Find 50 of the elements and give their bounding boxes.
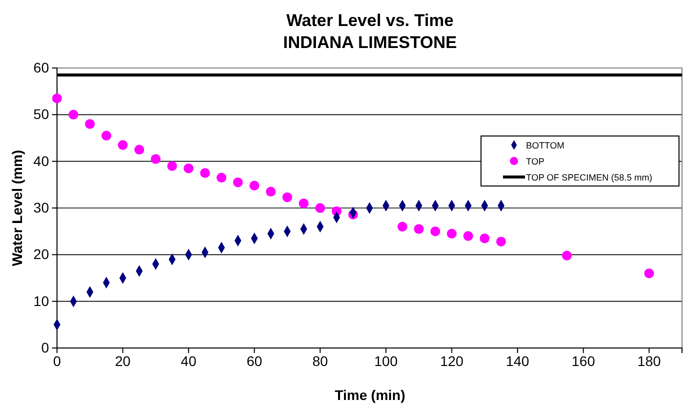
y-tick-label: 10 bbox=[33, 292, 50, 309]
point bbox=[414, 224, 424, 234]
x-tick-label: 180 bbox=[637, 352, 661, 369]
chart-subtitle: INDIANA LIMESTONE bbox=[283, 33, 457, 52]
point bbox=[480, 233, 490, 244]
x-tick-label: 160 bbox=[572, 352, 596, 369]
y-tick-label: 0 bbox=[41, 339, 50, 356]
x-tick-label: 80 bbox=[312, 352, 328, 369]
point bbox=[398, 222, 408, 232]
x-tick-label: 40 bbox=[180, 352, 197, 369]
point bbox=[282, 192, 292, 202]
point bbox=[134, 144, 144, 155]
x-tick-label: 20 bbox=[115, 352, 131, 369]
x-tick-label: 60 bbox=[246, 352, 262, 369]
point bbox=[315, 203, 326, 213]
y-tick-label: 40 bbox=[33, 152, 50, 169]
point bbox=[562, 250, 572, 260]
point bbox=[496, 236, 506, 246]
point bbox=[85, 119, 95, 129]
point bbox=[200, 168, 210, 178]
point bbox=[463, 231, 474, 241]
x-tick-label: 140 bbox=[506, 352, 530, 369]
y-tick-label: 30 bbox=[33, 199, 50, 216]
point bbox=[118, 140, 128, 150]
point bbox=[233, 177, 243, 188]
x-axis-title: Time (min) bbox=[334, 387, 406, 403]
point bbox=[266, 186, 276, 197]
point bbox=[167, 161, 178, 171]
y-tick-label: 20 bbox=[33, 246, 50, 262]
point bbox=[216, 172, 226, 183]
legend-label: BOTTOM bbox=[526, 140, 564, 150]
point bbox=[249, 180, 260, 190]
point bbox=[430, 226, 440, 236]
y-axis-title: Water Level (mm) bbox=[9, 150, 25, 266]
point bbox=[150, 154, 161, 164]
legend-label: TOP OF SPECIMEN (58.5 mm) bbox=[526, 172, 652, 182]
x-tick-label: 100 bbox=[374, 352, 398, 369]
point bbox=[184, 163, 194, 174]
point bbox=[68, 110, 78, 120]
point bbox=[52, 93, 62, 104]
y-tick-label: 50 bbox=[33, 106, 50, 122]
point bbox=[298, 198, 309, 208]
point bbox=[446, 228, 457, 239]
point bbox=[644, 268, 654, 278]
legend-label: TOP bbox=[526, 156, 544, 166]
point bbox=[101, 130, 112, 141]
x-tick-label: 120 bbox=[440, 352, 464, 369]
y-tick-label: 60 bbox=[33, 59, 50, 76]
chart-title: Water Level vs. Time bbox=[286, 11, 454, 30]
x-tick-label: 0 bbox=[53, 352, 62, 369]
